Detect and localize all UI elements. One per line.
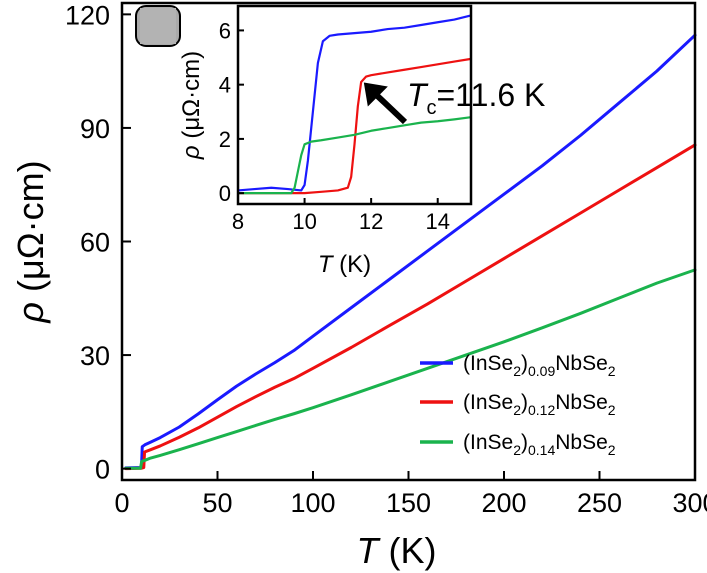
tc-symbol: T (407, 77, 429, 113)
inset-y-axis-title-unit: (μΩ·cm) (178, 51, 205, 145)
inset-x-axis-title-unit: (K) (333, 251, 372, 278)
main-x-axis-title-unit: (K) (379, 530, 437, 571)
inset-x-tick-label: 14 (425, 209, 449, 234)
main-x-tick-label: 150 (386, 488, 431, 518)
main-y-tick-label: 30 (80, 341, 110, 371)
legend-entry-name-prefix: (InSe (463, 391, 513, 414)
inset-series-line-2 (238, 116, 472, 195)
inset-plot: 8 10 12 14 0 2 4 6 T (K) ρ (μΩ·cm) Tc=11.6 K (178, 4, 545, 278)
legend-entry-name-mid: ) (521, 352, 528, 375)
tc-annotation: Tc=11.6 K (407, 77, 545, 119)
legend-entry-name-sub3: 2 (608, 442, 616, 458)
inset-series-line-1 (238, 57, 472, 195)
inset-x-axis-title-symbol: T (318, 251, 335, 278)
legend-entry-1: (InSe2)0.12NbSe2 (463, 391, 616, 418)
main-series-line-0 (124, 33, 697, 470)
main-x-tick-label: 50 (202, 488, 232, 518)
legend-entry-name-suffix: NbSe (555, 431, 608, 454)
legend-entry-2: (InSe2)0.14NbSe2 (463, 431, 616, 458)
main-series-line-1 (124, 143, 697, 471)
main-x-axis-title: T (K) (357, 530, 437, 571)
inset-y-axis-title-symbol: ρ (178, 145, 205, 160)
main-y-axis-title-unit: (μΩ·cm) (10, 160, 51, 302)
main-x-axis-title-symbol: T (357, 530, 382, 571)
inset-y-tick-label: 2 (219, 127, 231, 152)
main-x-tick-label: 0 (114, 488, 129, 518)
inset-y-tick-label: 0 (219, 181, 231, 206)
panel-label-badge (135, 5, 181, 47)
legend-entry-0: (InSe2)0.09NbSe2 (463, 352, 616, 379)
inset-x-axis-title: T (K) (318, 251, 371, 278)
inset-x-tick-label: 12 (359, 209, 383, 234)
main-series-line-2 (124, 268, 697, 470)
main-x-tick-label: 250 (577, 488, 622, 518)
legend-entry-name-mid: ) (521, 431, 528, 454)
inset-y-tick-label: 6 (219, 18, 231, 43)
inset-y-tick-label: 4 (219, 73, 231, 98)
legend-entry-name-sub1: 2 (513, 402, 521, 418)
main-y-tick-label: 60 (80, 228, 110, 258)
main-y-tick-label: 90 (80, 114, 110, 144)
legend-entry-name-prefix: (InSe (463, 431, 513, 454)
main-y-axis-title-symbol: ρ (10, 302, 51, 324)
tc-arrow-shaft (371, 90, 408, 125)
inset-series-line-0 (237, 14, 472, 192)
tc-value: =11.6 K (437, 77, 546, 113)
inset-x-tick-label: 10 (292, 209, 316, 234)
legend-entry-name-suffix: NbSe (555, 352, 608, 375)
inset-x-tick-label: 8 (232, 209, 244, 234)
legend-entry-name-suffix: NbSe (555, 391, 608, 414)
main-x-tick-label: 100 (290, 488, 335, 518)
tc-arrow-head (363, 82, 388, 107)
legend-entry-name-sub3: 2 (608, 402, 616, 418)
inset-background (238, 6, 471, 204)
main-y-tick-label: 120 (65, 0, 110, 30)
main-y-axis-title: ρ (μΩ·cm) (10, 160, 51, 323)
tc-subscript: c (427, 97, 437, 119)
legend-entry-name-sub2: 0.14 (528, 442, 555, 458)
legend-entry-name-sub3: 2 (608, 363, 616, 379)
main-x-tick-label: 200 (481, 488, 526, 518)
legend-entry-name-sub2: 0.12 (528, 402, 555, 418)
inset-axes-frame (236, 4, 473, 206)
legend: (InSe2)0.09NbSe2(InSe2)0.12NbSe2(InSe2)0… (420, 352, 616, 458)
main-y-tick-label: 0 (95, 455, 110, 485)
legend-entry-name-sub2: 0.09 (528, 363, 555, 379)
main-x-tick-label: 300 (672, 488, 707, 518)
main-plot: 0501001502002503000306090120T (K)ρ (μΩ·c… (10, 0, 707, 571)
legend-entry-name-sub1: 2 (513, 442, 521, 458)
legend-entry-name-mid: ) (521, 391, 528, 414)
legend-entry-name-prefix: (InSe (463, 352, 513, 375)
legend-entry-name-sub1: 2 (513, 363, 521, 379)
inset-y-axis-title: ρ (μΩ·cm) (178, 51, 205, 160)
